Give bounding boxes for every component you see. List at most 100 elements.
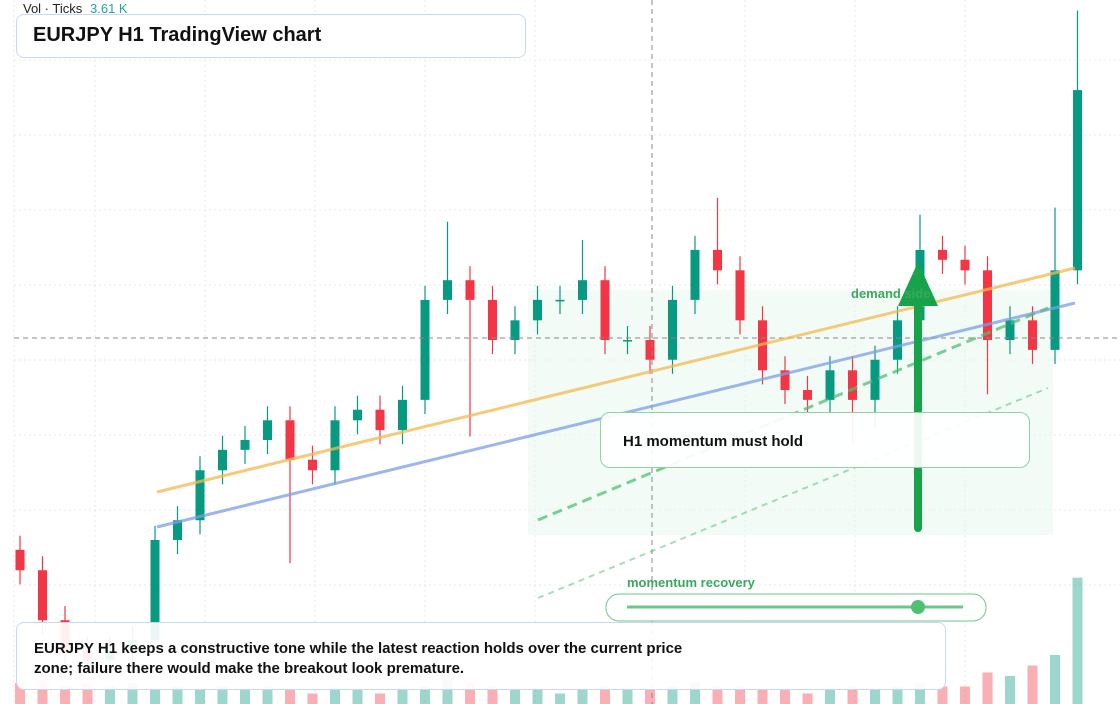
volume-bar <box>487 686 498 704</box>
candle-body <box>668 299 677 360</box>
candle-body <box>465 280 475 300</box>
volume-bar <box>577 690 588 704</box>
volume-bar <box>465 683 475 704</box>
volume-bar <box>802 693 813 704</box>
volume-bar <box>780 690 790 704</box>
annotation: momentum recovery <box>627 575 756 590</box>
volume-bar <box>82 683 93 704</box>
candle-body <box>240 440 250 450</box>
volume-bar <box>60 686 70 704</box>
candle-body <box>150 539 160 640</box>
candle-body <box>533 299 542 321</box>
volume-bar <box>847 686 858 704</box>
volume-bar <box>645 690 655 704</box>
volume-bar <box>285 690 295 704</box>
summary-text: EURJPY H1 keeps a constructive tone whil… <box>34 640 683 677</box>
candle-body <box>1028 320 1037 350</box>
candle-body <box>690 249 700 300</box>
candle-body <box>960 259 970 271</box>
volume-bar <box>397 690 408 704</box>
volume-bar <box>622 690 633 704</box>
candle-body <box>330 420 340 471</box>
candle-body <box>825 370 835 400</box>
volume-bar <box>1027 665 1038 704</box>
volume-bar <box>240 690 250 704</box>
candle-body <box>623 340 632 342</box>
candle-body <box>803 390 812 400</box>
candle-body <box>510 320 520 341</box>
candle-body <box>285 420 295 460</box>
volume-bar <box>555 693 565 704</box>
volume-bar <box>712 686 723 704</box>
candle-body <box>218 449 227 471</box>
candle-body <box>848 370 857 400</box>
volume-bar <box>1050 655 1060 704</box>
candle-body <box>578 280 587 300</box>
chart-title: EURJPY H1 TradingView chart <box>16 14 526 58</box>
volume-bar <box>217 686 228 704</box>
summary-box: EURJPY H1 keeps a constructive tone whil… <box>16 622 946 690</box>
volume-bar <box>600 686 610 704</box>
candle-body <box>645 340 655 360</box>
volume-bar <box>330 690 340 704</box>
volume-bar <box>532 690 543 704</box>
candle-body <box>263 420 272 440</box>
volume-bar <box>150 690 160 704</box>
volume-bar <box>375 693 385 704</box>
candle-body <box>488 299 497 341</box>
slider-knob <box>911 600 925 614</box>
candle-body <box>375 409 385 431</box>
volume-bar <box>442 679 453 704</box>
candle-body <box>173 520 182 540</box>
volume-bar <box>960 686 970 704</box>
volume-bar <box>37 679 48 704</box>
candle-body <box>735 270 745 321</box>
volume-bar <box>1072 577 1083 704</box>
candle-body <box>38 570 47 621</box>
arrow-head <box>898 262 938 306</box>
candle-body <box>353 409 362 421</box>
candle-body <box>780 370 790 391</box>
candle-body <box>1050 270 1060 350</box>
volume-bar <box>15 683 25 704</box>
volume-bar <box>937 686 948 704</box>
volume-value: 3.61 K <box>90 1 128 16</box>
volume-label: Vol · Ticks <box>23 1 83 16</box>
candle-body <box>308 459 317 471</box>
candle-body <box>443 280 452 300</box>
candle-body <box>1005 320 1015 341</box>
marks <box>15 10 1083 704</box>
candle-body <box>600 280 610 341</box>
candle-body <box>713 249 722 271</box>
volume-bar <box>915 683 925 704</box>
volume-bar <box>510 690 520 704</box>
candle-body <box>15 549 25 571</box>
candle-body <box>938 249 947 260</box>
candle-body <box>420 299 430 400</box>
volume-bar <box>262 686 273 704</box>
volume-bar <box>982 672 993 704</box>
volume-bar <box>825 690 835 704</box>
volume-bar <box>870 690 880 704</box>
candle-body <box>195 470 205 521</box>
volume-bar <box>105 686 115 704</box>
volume-bar <box>667 686 678 704</box>
annotation: demand side <box>851 286 930 301</box>
candle-body <box>555 299 565 302</box>
candle-body <box>1073 90 1082 271</box>
volume-bar <box>352 690 363 704</box>
candle-body <box>893 320 902 360</box>
volume-bar <box>735 686 745 704</box>
volume-bar <box>1005 676 1015 704</box>
candle-body <box>870 359 880 400</box>
candle-body <box>983 270 992 341</box>
volume-bar <box>307 693 318 704</box>
volume-bar <box>420 686 430 704</box>
volume-bar <box>757 690 768 704</box>
volume-bar <box>172 686 183 704</box>
candle-body <box>398 399 407 431</box>
annotation-box: H1 momentum must hold <box>600 412 1030 468</box>
volume-bar <box>892 686 903 704</box>
